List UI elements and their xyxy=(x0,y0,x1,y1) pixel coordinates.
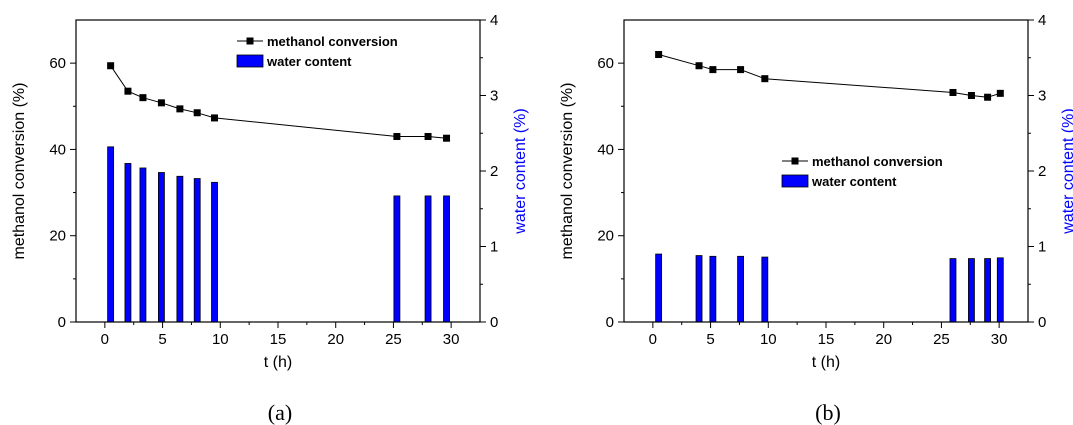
bar-water-content xyxy=(176,175,184,323)
legend-label-water-content: water content xyxy=(811,174,897,189)
panel-caption: (b) xyxy=(815,400,841,425)
y-left-tick-label: 20 xyxy=(49,228,66,245)
point-methanol-conversion xyxy=(996,89,1004,97)
bar-water-content xyxy=(139,167,147,323)
y-right-axis-label: water content (%) xyxy=(1060,108,1073,234)
x-tick-label: 15 xyxy=(270,331,287,348)
bar-water-content xyxy=(996,257,1004,323)
bar-water-content xyxy=(211,181,218,323)
bar-water-content xyxy=(968,258,975,323)
y-left-tick-label: 60 xyxy=(597,55,614,72)
line-methanol-conversion xyxy=(110,65,447,139)
bar-water-content xyxy=(761,256,769,323)
x-tick-label: 25 xyxy=(385,331,402,348)
y-left-axis-label: methanol conversion (%) xyxy=(11,83,28,260)
point-methanol-conversion xyxy=(157,99,165,107)
bar-water-content xyxy=(193,178,201,323)
x-tick-label: 5 xyxy=(158,331,166,348)
point-methanol-conversion xyxy=(139,94,147,102)
point-methanol-conversion xyxy=(124,87,132,95)
y-right-axis-label: water content (%) xyxy=(512,108,529,234)
x-tick-label: 0 xyxy=(649,331,657,348)
x-tick-label: 25 xyxy=(933,331,950,348)
y-right-tick-label: 2 xyxy=(490,163,498,180)
bar-water-content xyxy=(737,255,744,323)
bar-water-content xyxy=(709,255,717,323)
y-right-tick-label: 0 xyxy=(1038,314,1046,331)
point-methanol-conversion xyxy=(176,105,184,113)
x-tick-label: 10 xyxy=(760,331,777,348)
y-right-tick-label: 4 xyxy=(490,12,498,29)
x-tick-label: 10 xyxy=(212,331,229,348)
legend-marker-swatch xyxy=(246,37,254,45)
line-methanol-conversion xyxy=(658,54,1001,98)
bar-water-content xyxy=(695,255,703,323)
point-methanol-conversion xyxy=(393,132,401,140)
point-methanol-conversion xyxy=(737,66,745,74)
point-methanol-conversion xyxy=(761,75,769,83)
point-methanol-conversion xyxy=(984,93,992,101)
legend-bar-swatch xyxy=(236,54,264,68)
point-methanol-conversion xyxy=(211,114,219,122)
point-methanol-conversion xyxy=(949,88,957,96)
bar-water-content xyxy=(443,195,450,323)
y-right-tick-label: 1 xyxy=(490,239,498,256)
y-left-tick-label: 0 xyxy=(606,314,614,331)
point-methanol-conversion xyxy=(709,66,717,74)
y-left-tick-label: 40 xyxy=(597,141,614,158)
chart-panel-b: 0 5 10 15 20 25 30 0 20 40 60 0 1 2 3 4 t (h) methanol co… xyxy=(559,12,1073,425)
bar-water-content xyxy=(655,253,663,323)
bar-water-content xyxy=(107,146,115,323)
x-tick-label: 30 xyxy=(443,331,460,348)
bar-water-content xyxy=(393,195,401,323)
chart-panel-a: 0 5 10 15 20 25 30 0 20 40 60 0 1 2 3 4 t (h) methanol co… xyxy=(11,12,529,425)
x-tick-label: 0 xyxy=(101,331,109,348)
point-methanol-conversion xyxy=(107,62,115,70)
panel-caption: (a) xyxy=(268,400,292,425)
legend-bar-swatch xyxy=(781,174,809,188)
legend-label-methanol-conversion: methanol conversion xyxy=(812,154,943,169)
x-axis-label: t (h) xyxy=(264,354,292,371)
bar-water-content xyxy=(424,195,432,323)
y-right-tick-label: 4 xyxy=(1038,12,1046,29)
y-right-tick-label: 3 xyxy=(1038,88,1046,105)
y-left-axis-label: methanol conversion (%) xyxy=(559,83,576,260)
point-methanol-conversion xyxy=(655,51,663,59)
point-methanol-conversion xyxy=(443,134,451,142)
bar-water-content xyxy=(949,258,957,323)
x-tick-label: 20 xyxy=(327,331,344,348)
bar-water-content xyxy=(158,172,165,323)
legend-label-methanol-conversion: methanol conversion xyxy=(267,34,398,49)
legend-label-water-content: water content xyxy=(266,54,352,69)
x-axis-label: t (h) xyxy=(812,354,840,371)
point-methanol-conversion xyxy=(967,92,975,99)
y-left-tick-label: 0 xyxy=(58,314,66,331)
x-tick-label: 15 xyxy=(818,331,835,348)
point-methanol-conversion xyxy=(695,62,703,70)
x-tick-label: 30 xyxy=(991,331,1008,348)
point-methanol-conversion xyxy=(193,109,201,117)
y-left-tick-label: 40 xyxy=(49,141,66,158)
y-left-tick-label: 20 xyxy=(597,228,614,245)
bar-water-content xyxy=(984,258,991,323)
y-right-tick-label: 2 xyxy=(1038,163,1046,180)
plot-frame xyxy=(623,19,1029,323)
bar-water-content xyxy=(124,163,132,323)
legend-marker-swatch xyxy=(791,157,799,165)
x-tick-label: 5 xyxy=(706,331,714,348)
x-tick-label: 20 xyxy=(875,331,892,348)
y-right-tick-label: 3 xyxy=(490,88,498,105)
point-methanol-conversion xyxy=(424,132,432,140)
y-left-tick-label: 60 xyxy=(49,55,66,72)
y-right-tick-label: 1 xyxy=(1038,239,1046,256)
y-right-tick-label: 0 xyxy=(490,314,498,331)
